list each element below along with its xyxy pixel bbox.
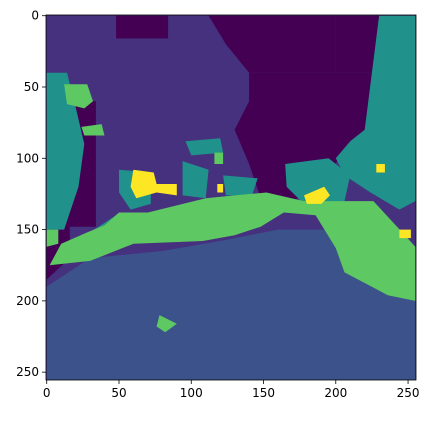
- y-tick-label: 200: [16, 294, 39, 308]
- region-class-4-17: [199, 203, 229, 233]
- region-class-4-20: [46, 229, 59, 247]
- x-tick-label: 150: [252, 386, 275, 400]
- region-class-1-0: [101, 15, 169, 39]
- region-class-1-1: [208, 15, 336, 73]
- plot-frame: [45, 14, 417, 381]
- x-tick-label: 50: [111, 386, 126, 400]
- region-class-5-23: [304, 186, 330, 204]
- region-class-5-25: [399, 229, 411, 239]
- y-axis: 0 50 100 150 200 250: [16, 9, 46, 379]
- region-class-5-22: [217, 184, 224, 193]
- y-tick-label: 250: [16, 365, 39, 379]
- y-tick-label: 150: [16, 223, 39, 237]
- region-class-4-19: [156, 315, 177, 333]
- region-class-3-10: [185, 138, 224, 156]
- x-axis: 0 50 100 150 200 250: [43, 380, 420, 400]
- plot-area: [45, 14, 417, 381]
- y-tick-label: 50: [24, 80, 39, 94]
- region-class-1-3: [234, 72, 380, 216]
- x-tick-label: 200: [324, 386, 347, 400]
- region-class-4-18: [214, 152, 224, 164]
- y-tick-label: 0: [31, 9, 39, 23]
- x-tick-label: 100: [180, 386, 203, 400]
- region-class-4-14: [49, 192, 416, 301]
- x-tick-label: 250: [397, 386, 420, 400]
- region-class-3-12: [72, 215, 117, 244]
- region-class-3-7: [285, 158, 351, 210]
- region-class-3-9: [182, 161, 209, 199]
- region-class-3-6: [46, 72, 85, 230]
- region-class-4-15: [64, 84, 93, 109]
- region-class-3-11: [223, 175, 258, 196]
- region-class-4-16: [81, 124, 105, 136]
- region-class-3-5: [335, 15, 416, 210]
- region-class-2-13: [46, 229, 416, 380]
- y-tick-label: 100: [16, 151, 39, 165]
- x-tick-label: 0: [43, 386, 51, 400]
- region-class-5-24: [376, 164, 385, 173]
- region-class-5-21: [130, 169, 177, 199]
